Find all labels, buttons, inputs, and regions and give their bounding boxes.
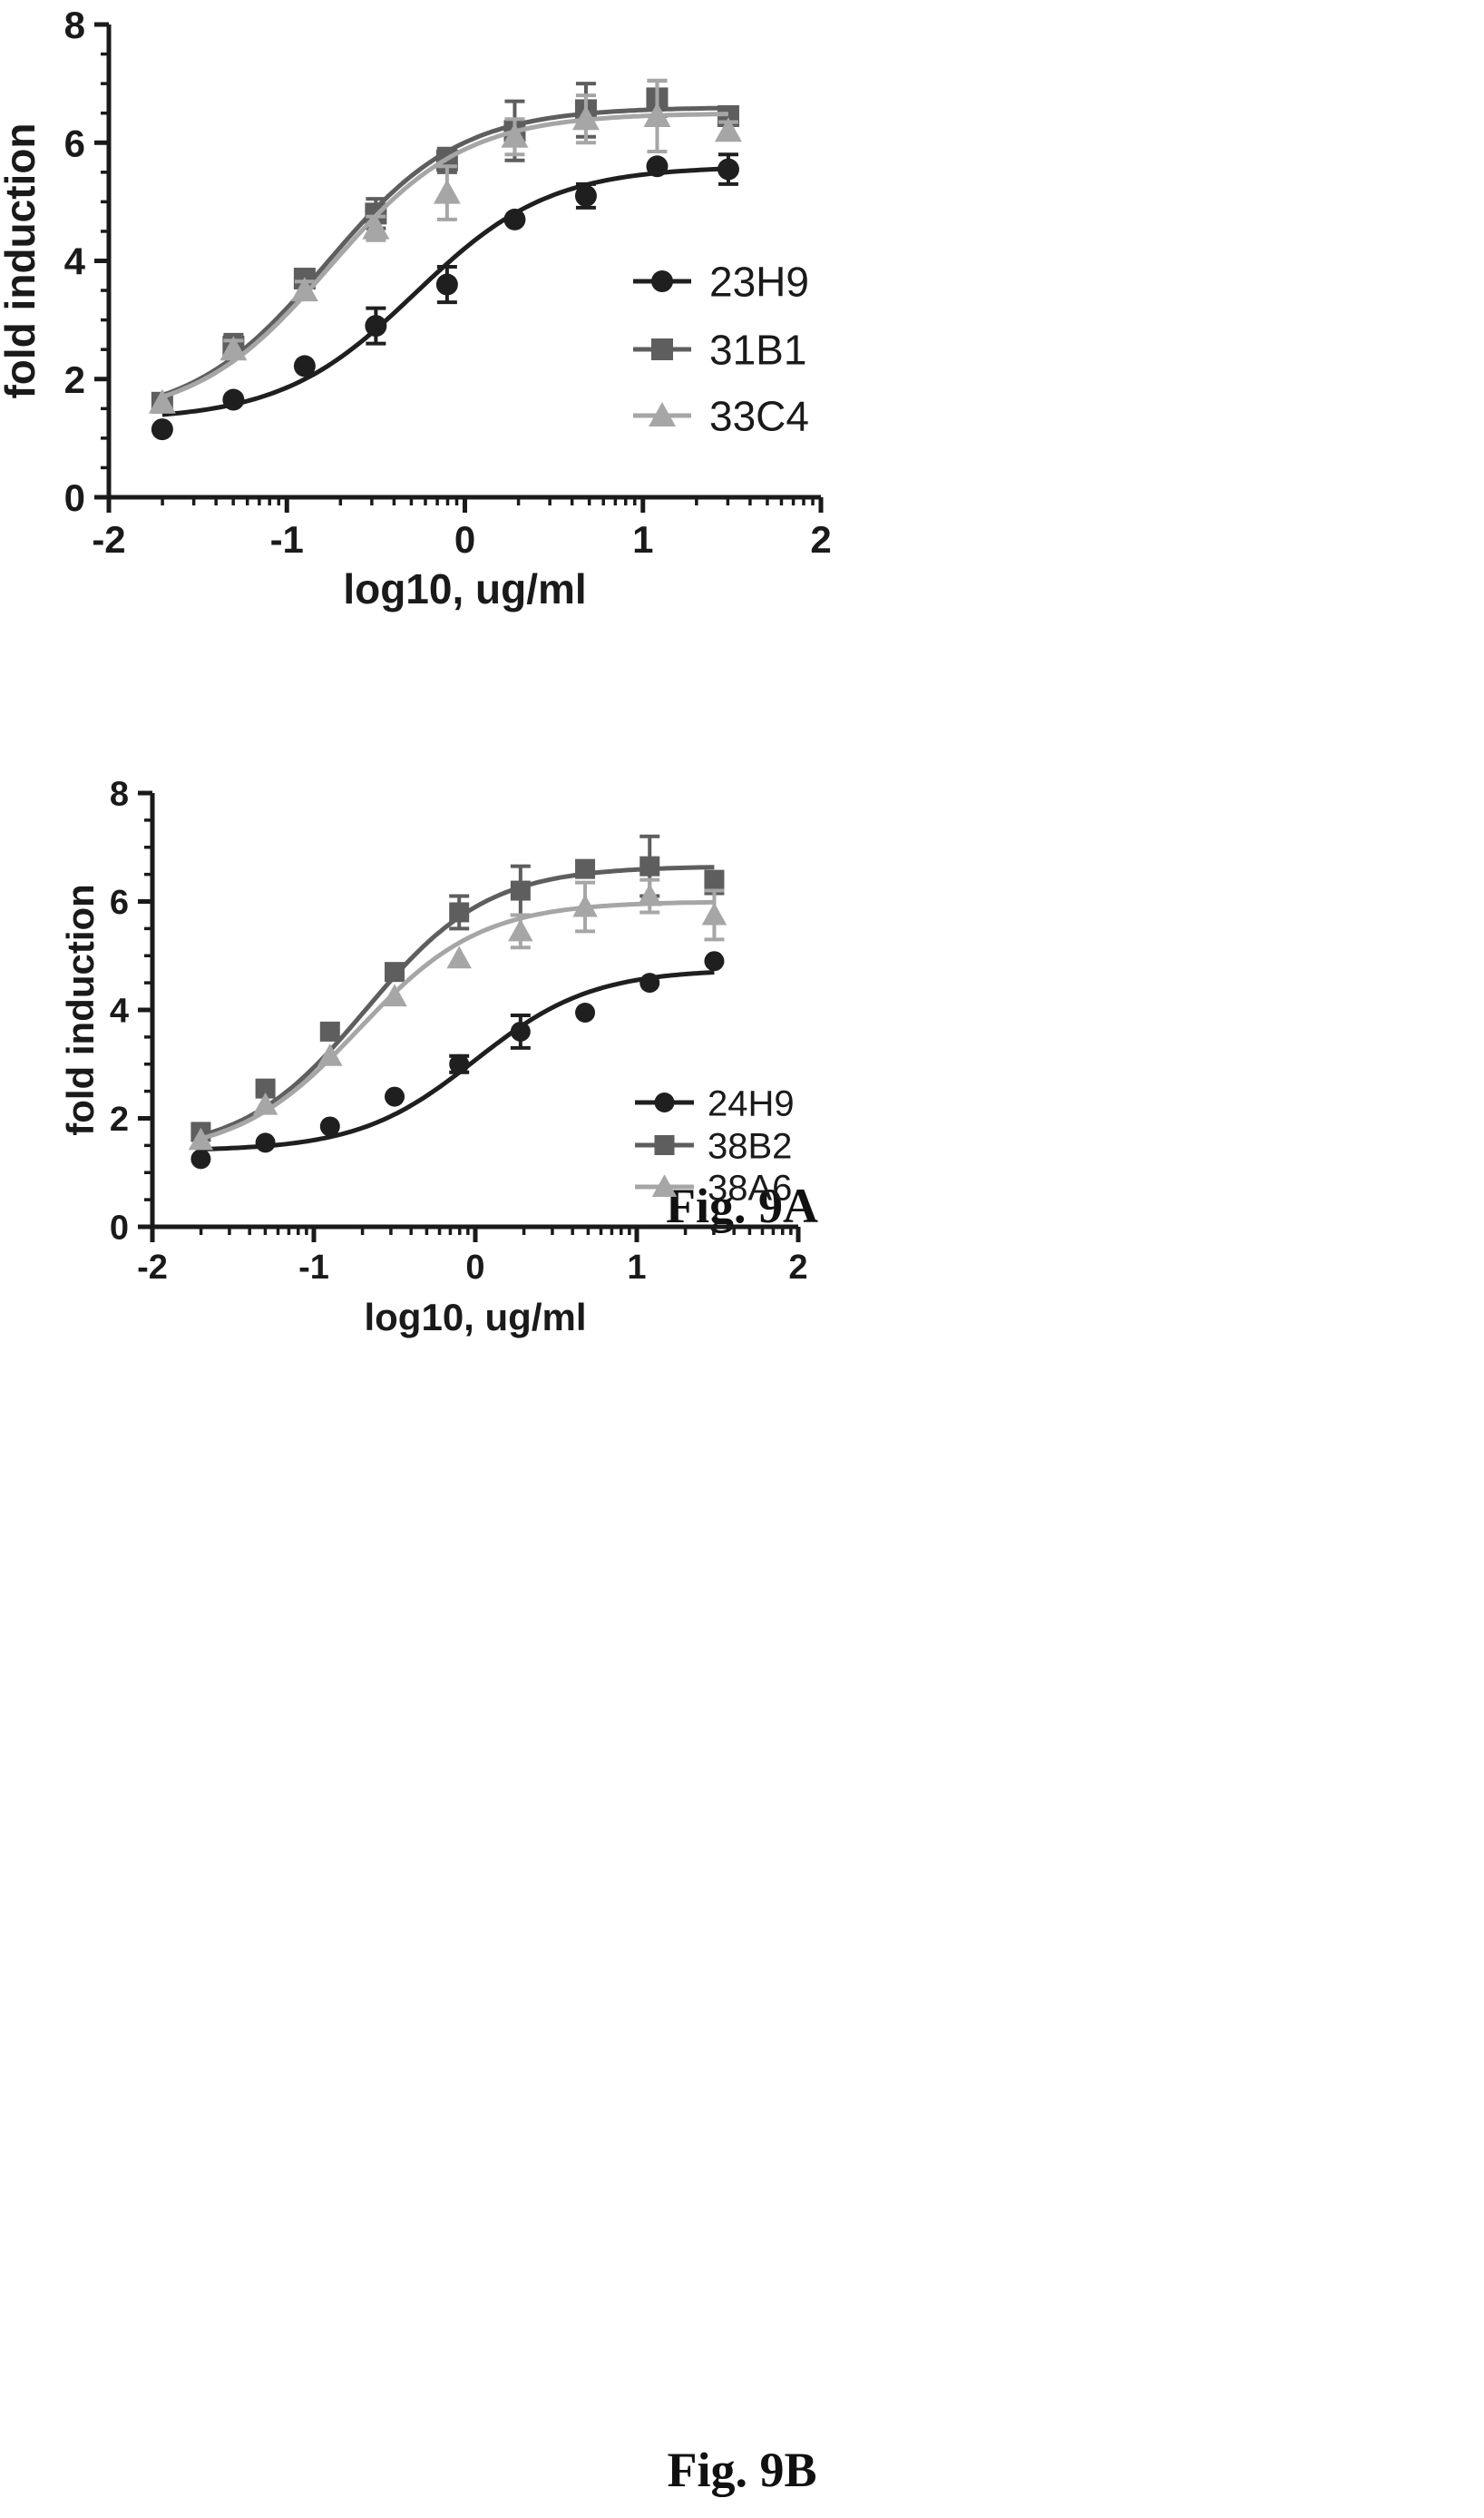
fit-curve (161, 112, 728, 399)
data-point (575, 858, 596, 879)
data-point (293, 355, 316, 377)
data-point (290, 277, 318, 302)
data-point (319, 1116, 340, 1137)
series-31B1 (151, 78, 739, 414)
data-point (637, 883, 662, 906)
x-tick-label: -1 (298, 1249, 329, 1287)
x-tick-label: 1 (632, 518, 653, 561)
data-point (190, 1149, 211, 1170)
legend-label: 33C4 (709, 393, 809, 440)
series-23H9 (151, 152, 739, 441)
data-point (510, 1021, 531, 1042)
fit-curve (200, 899, 715, 1141)
figure-caption-9b: Fig. 9B (667, 2443, 816, 2497)
x-tick-label: -2 (92, 518, 125, 561)
data-point (704, 951, 725, 972)
series-38A6 (188, 877, 727, 1151)
legend-entry-24H9: 24H9 (635, 1083, 795, 1123)
y-tick-label: 8 (64, 4, 85, 46)
data-point (704, 872, 725, 893)
data-point (510, 880, 531, 901)
data-point (255, 1132, 276, 1153)
series-33C4 (148, 78, 742, 414)
y-tick-label: 2 (110, 1101, 129, 1139)
data-point (151, 418, 173, 441)
legend-marker (651, 338, 673, 360)
data-point (365, 315, 387, 338)
x-axis-title: log10, ug/ml (364, 1296, 586, 1338)
data-point (639, 856, 660, 877)
legend-marker (654, 1135, 675, 1155)
legend-marker (651, 270, 673, 292)
y-tick-label: 0 (64, 476, 85, 519)
data-point (317, 1043, 343, 1066)
legend-entry-38A6: 38A6 (635, 1168, 792, 1208)
legend-label: 31B1 (709, 327, 806, 374)
chart-9a: 0 2 4 6 8 -2 -1 0 1 2 log10, ug/ml fold induction 23… (0, 4, 832, 612)
data-point (433, 179, 461, 204)
y-axis-title: fold induction (59, 884, 102, 1136)
data-point (449, 1053, 470, 1074)
data-point (319, 1021, 340, 1042)
data-point (646, 155, 669, 178)
y-tick-label: 6 (110, 884, 129, 922)
legend-label: 38A6 (708, 1168, 792, 1208)
data-point (446, 945, 472, 969)
data-point (571, 105, 600, 131)
data-point (449, 902, 470, 923)
data-point (572, 894, 598, 917)
x-tick-label: -2 (137, 1249, 168, 1287)
data-point (222, 388, 245, 411)
x-tick-label: 2 (810, 518, 831, 561)
data-point (501, 122, 529, 148)
chart-9b: 0 2 4 6 8 -2 -1 0 1 2 log10, ug/ml fold induction 24… (59, 776, 808, 1338)
legend-label: 24H9 (708, 1083, 795, 1123)
legend-entry-31B1: 31B1 (633, 327, 806, 374)
legend-entry-33C4: 33C4 (633, 393, 809, 440)
data-point (148, 388, 176, 414)
data-point (574, 184, 597, 207)
y-axis-title: fold induction (0, 122, 44, 398)
x-tick-label: 1 (627, 1249, 646, 1287)
legend-entry-38B2: 38B2 (635, 1126, 792, 1166)
data-point (435, 273, 458, 296)
series-24H9 (190, 951, 725, 1170)
data-point (508, 918, 533, 942)
y-tick-label: 0 (110, 1210, 129, 1248)
data-point (717, 158, 739, 181)
data-point (252, 1092, 278, 1115)
data-point (503, 208, 526, 230)
x-tick-label: 2 (788, 1249, 807, 1287)
data-point (255, 1078, 276, 1099)
x-tick-label: -1 (270, 518, 304, 561)
y-tick-label: 4 (110, 993, 129, 1031)
data-point (575, 1002, 596, 1023)
y-tick-label: 4 (64, 240, 86, 283)
legend-marker (654, 1092, 675, 1112)
legend-label: 23H9 (709, 259, 809, 306)
data-point (382, 984, 407, 1007)
legend-marker (649, 402, 676, 426)
x-tick-label: 0 (454, 518, 475, 561)
x-tick-label: 0 (465, 1249, 484, 1287)
data-point (220, 336, 248, 361)
data-point (701, 902, 727, 926)
data-point (188, 1127, 214, 1151)
data-point (362, 214, 390, 240)
data-point (385, 962, 405, 983)
legend-entry-23H9: 23H9 (633, 259, 809, 306)
data-point (639, 973, 660, 994)
legend-label: 38B2 (708, 1126, 792, 1166)
y-tick-label: 8 (110, 776, 129, 814)
legend-marker (651, 1174, 678, 1197)
y-tick-label: 6 (64, 122, 85, 164)
y-tick-label: 2 (64, 358, 85, 401)
x-axis-title: log10, ug/ml (343, 565, 586, 612)
data-point (643, 102, 671, 127)
data-point (714, 117, 742, 142)
data-point (385, 1086, 405, 1107)
